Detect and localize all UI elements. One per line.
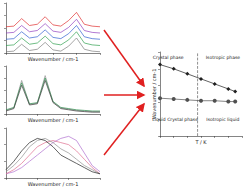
svg-text:Liquid Crystal phase: Liquid Crystal phase (152, 117, 198, 122)
svg-text:Wavenumber / cm-1: Wavenumber / cm-1 (28, 181, 79, 187)
svg-text:Isotropic phase: Isotropic phase (206, 55, 241, 60)
svg-text:Wavenumber / cm-1: Wavenumber / cm-1 (28, 117, 79, 123)
svg-text:T / K: T / K (194, 139, 207, 145)
svg-text:Wavenumber / cm-1: Wavenumber / cm-1 (28, 56, 79, 62)
svg-text:Crystal phase: Crystal phase (153, 55, 184, 60)
svg-text:Wavenumber / cm-1: Wavenumber / cm-1 (151, 69, 157, 120)
svg-text:Isotropic liquid: Isotropic liquid (206, 117, 239, 122)
